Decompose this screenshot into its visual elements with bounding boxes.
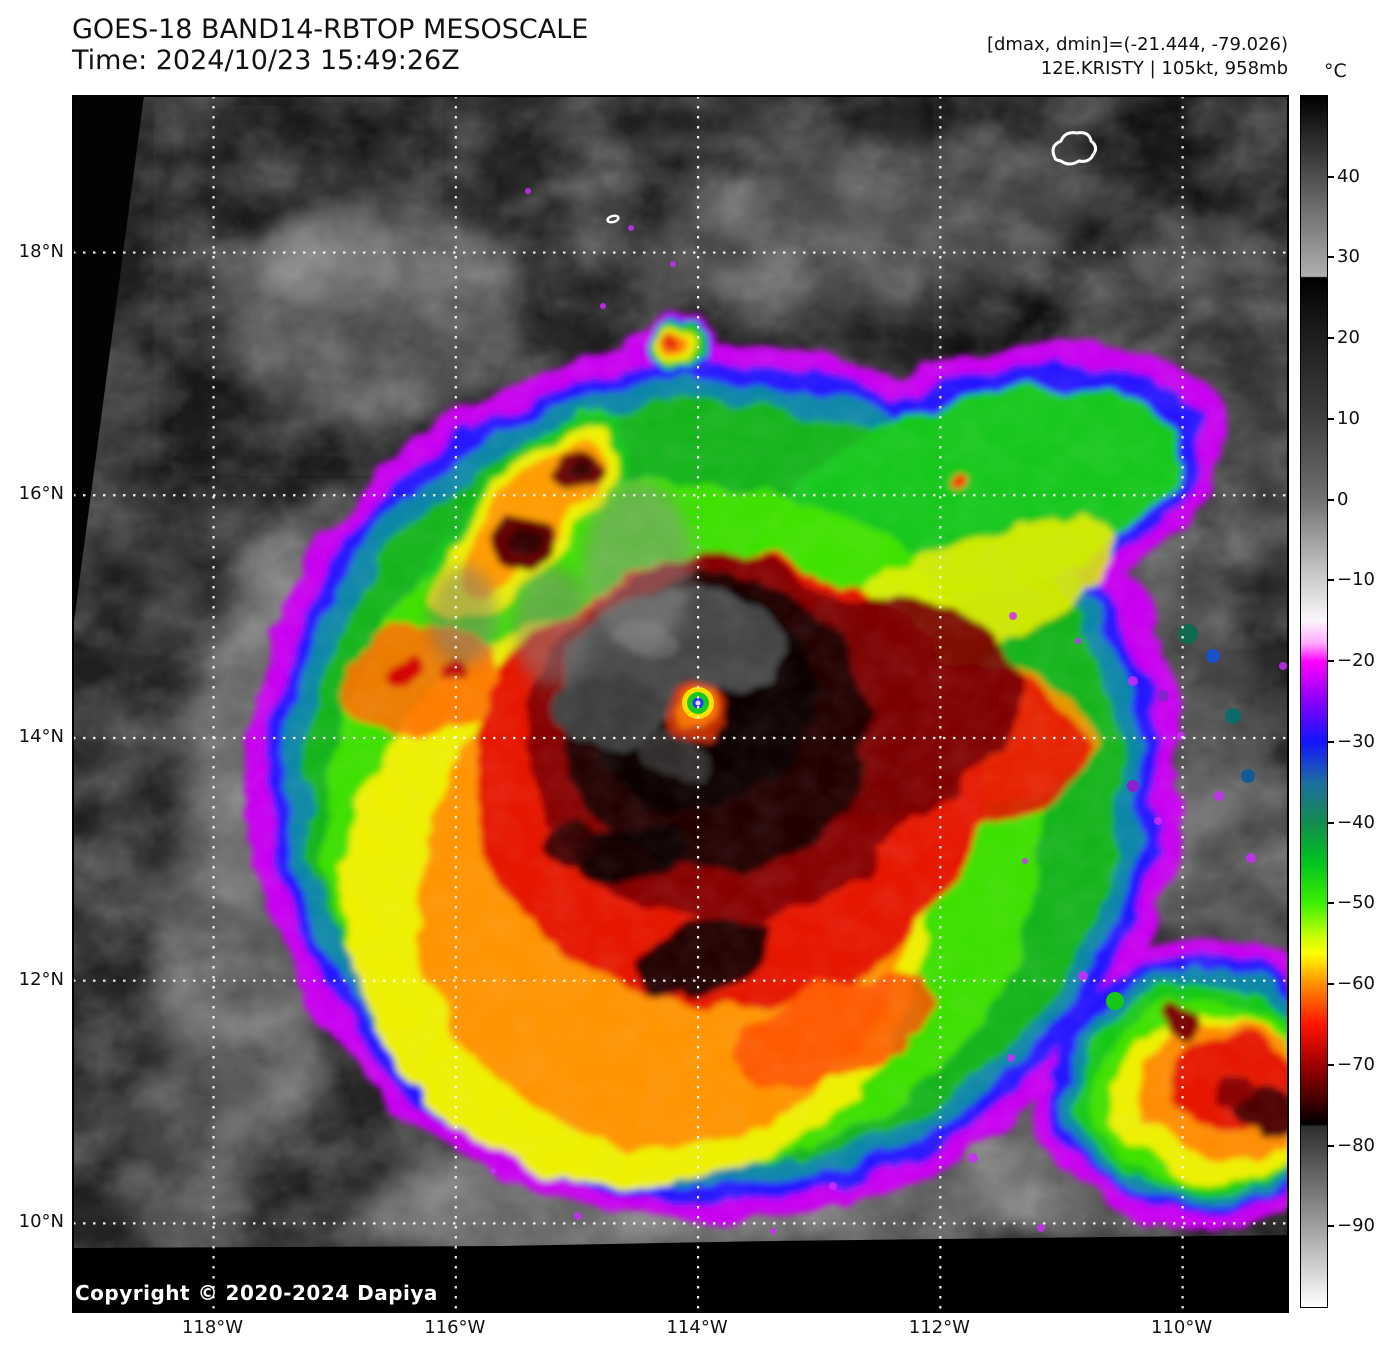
colorbar-tick-mark <box>1328 337 1334 340</box>
title-line-time: Time: 2024/10/23 15:49:26Z <box>72 45 460 76</box>
title-line-product: GOES-18 BAND14-RBTOP MESOSCALE <box>72 14 589 45</box>
longitude-tick-label: 110°W <box>1151 1317 1213 1338</box>
colorbar-tick-label: −60 <box>1337 973 1375 995</box>
latitude-tick-label: 12°N <box>18 968 64 990</box>
colorbar-tick-label: −40 <box>1337 811 1375 833</box>
longitude-tick-label: 118°W <box>181 1317 244 1338</box>
latitude-tick-label: 14°N <box>18 725 64 747</box>
satellite-map <box>72 95 1289 1313</box>
meta-dmax-dmin: [dmax, dmin]=(-21.444, -79.026) <box>986 34 1288 55</box>
latitude-tick-label: 16°N <box>18 483 64 505</box>
colorbar-tick-mark <box>1328 1225 1334 1228</box>
meta-storm-intensity: 12E.KRISTY | 105kt, 958mb <box>1040 58 1288 79</box>
colorbar-tick-label: 40 <box>1337 165 1360 187</box>
cold-cell-speckles <box>1106 624 1255 1010</box>
colorbar-tick-label: −10 <box>1337 569 1375 591</box>
colorbar-tick-label: −80 <box>1337 1134 1375 1156</box>
colorbar-tick-mark <box>1328 1144 1334 1147</box>
colorbar-tick-label: −50 <box>1337 892 1375 914</box>
small-contour-icon <box>606 214 620 224</box>
colorbar-tick-label: −70 <box>1337 1053 1375 1075</box>
colorbar-tick-label: 20 <box>1337 327 1360 349</box>
colorbar-tick-mark <box>1328 983 1334 986</box>
colorbar-tick-mark <box>1328 740 1334 743</box>
map-border <box>73 96 1288 1312</box>
latitude-tick-label: 10°N <box>18 1211 64 1233</box>
colorbar-tick-label: −90 <box>1337 1215 1375 1237</box>
ir-satellite-image <box>73 96 1288 1312</box>
colorbar-tick-mark <box>1328 498 1334 501</box>
copyright-watermark: Copyright © 2020-2024 Dapiya <box>75 1281 438 1305</box>
texture-overlay <box>73 96 1288 1312</box>
longitude-tick-label: 112°W <box>908 1317 970 1338</box>
colorbar-gradient <box>1301 96 1327 1307</box>
colorbar-tick-mark <box>1328 660 1334 663</box>
colorbar-tick-label: −30 <box>1337 730 1375 752</box>
colorbar-tick-label: 30 <box>1337 246 1360 268</box>
colorbar-tick-mark <box>1328 902 1334 905</box>
colorbar-tick-label: 10 <box>1337 407 1360 429</box>
colorbar: 40 30 20 10 0 −10 −20 −30 −40 −50 −60 −70 −80 −90 <box>1300 95 1375 1308</box>
cloud-contour-icon <box>1051 131 1098 166</box>
purple-speckles <box>490 188 1287 1234</box>
figure-meta: [dmax, dmin]=(-21.444, -79.026) 12E.KRIS… <box>987 33 1288 81</box>
colorbar-unit-label: °C <box>1324 60 1347 82</box>
colorbar-tick-mark <box>1328 821 1334 824</box>
colorbar-tick-label: −20 <box>1337 650 1375 672</box>
longitude-tick-label: 114°W <box>666 1317 728 1338</box>
figure-title: GOES-18 BAND14-RBTOP MESOSCALE Time: 202… <box>72 14 588 76</box>
colorbar-tick-mark <box>1328 417 1334 420</box>
bottom-black-band <box>73 1235 1288 1312</box>
scan-edge <box>73 96 144 629</box>
latitude-tick-label: 18°N <box>18 240 64 262</box>
gridlines <box>73 96 1288 1312</box>
longitude-tick-label: 116°W <box>424 1317 486 1338</box>
colorbar-tick-mark <box>1328 1063 1334 1066</box>
colorbar-tick-mark <box>1328 579 1334 582</box>
colorbar-tick-label: 0 <box>1337 488 1349 510</box>
colorbar-tick-mark <box>1328 175 1334 178</box>
colorbar-tick-mark <box>1328 256 1334 259</box>
